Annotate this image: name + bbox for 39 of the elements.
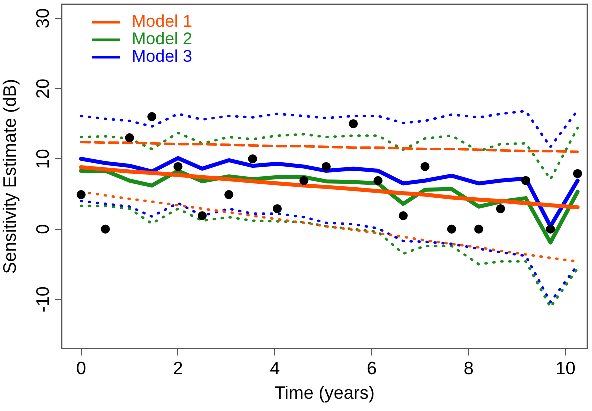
legend-label: Model 2 [132, 30, 192, 49]
x-tick-label: 10 [556, 358, 576, 379]
x-tick-label: 6 [366, 358, 377, 379]
point [521, 176, 530, 186]
point [349, 119, 358, 128]
point [125, 134, 134, 143]
point [420, 162, 430, 172]
point [101, 224, 110, 234]
point [148, 112, 157, 122]
y-tick-label: 20 [32, 78, 53, 99]
point [198, 212, 207, 220]
y-axis-title: Sensitivity Estimate (dB) [0, 79, 20, 274]
point [398, 212, 408, 220]
point [573, 169, 582, 178]
point [300, 176, 309, 186]
x-tick-label: 4 [270, 358, 280, 379]
y-tick-label: -10 [32, 286, 53, 313]
line-series [80, 109, 580, 148]
point [322, 162, 331, 172]
point [174, 162, 183, 172]
x-tick-label: 2 [173, 358, 184, 379]
line-series [80, 126, 580, 181]
x-axis-title: Time (years) [274, 383, 375, 404]
x-tick-label: 8 [464, 358, 474, 379]
point [374, 176, 383, 186]
point [496, 204, 506, 214]
point [273, 204, 282, 214]
y-tick-label: 30 [32, 8, 53, 29]
legend-label: Model 3 [132, 47, 192, 66]
point [546, 224, 556, 234]
point [474, 224, 484, 234]
y-tick-label: 10 [32, 149, 53, 170]
point [76, 190, 86, 200]
y-tick-label: 0 [32, 224, 53, 234]
point [447, 224, 456, 234]
point [248, 154, 258, 164]
point [224, 190, 234, 200]
legend-label: Model 1 [132, 12, 192, 32]
x-tick-label: 0 [76, 358, 86, 379]
